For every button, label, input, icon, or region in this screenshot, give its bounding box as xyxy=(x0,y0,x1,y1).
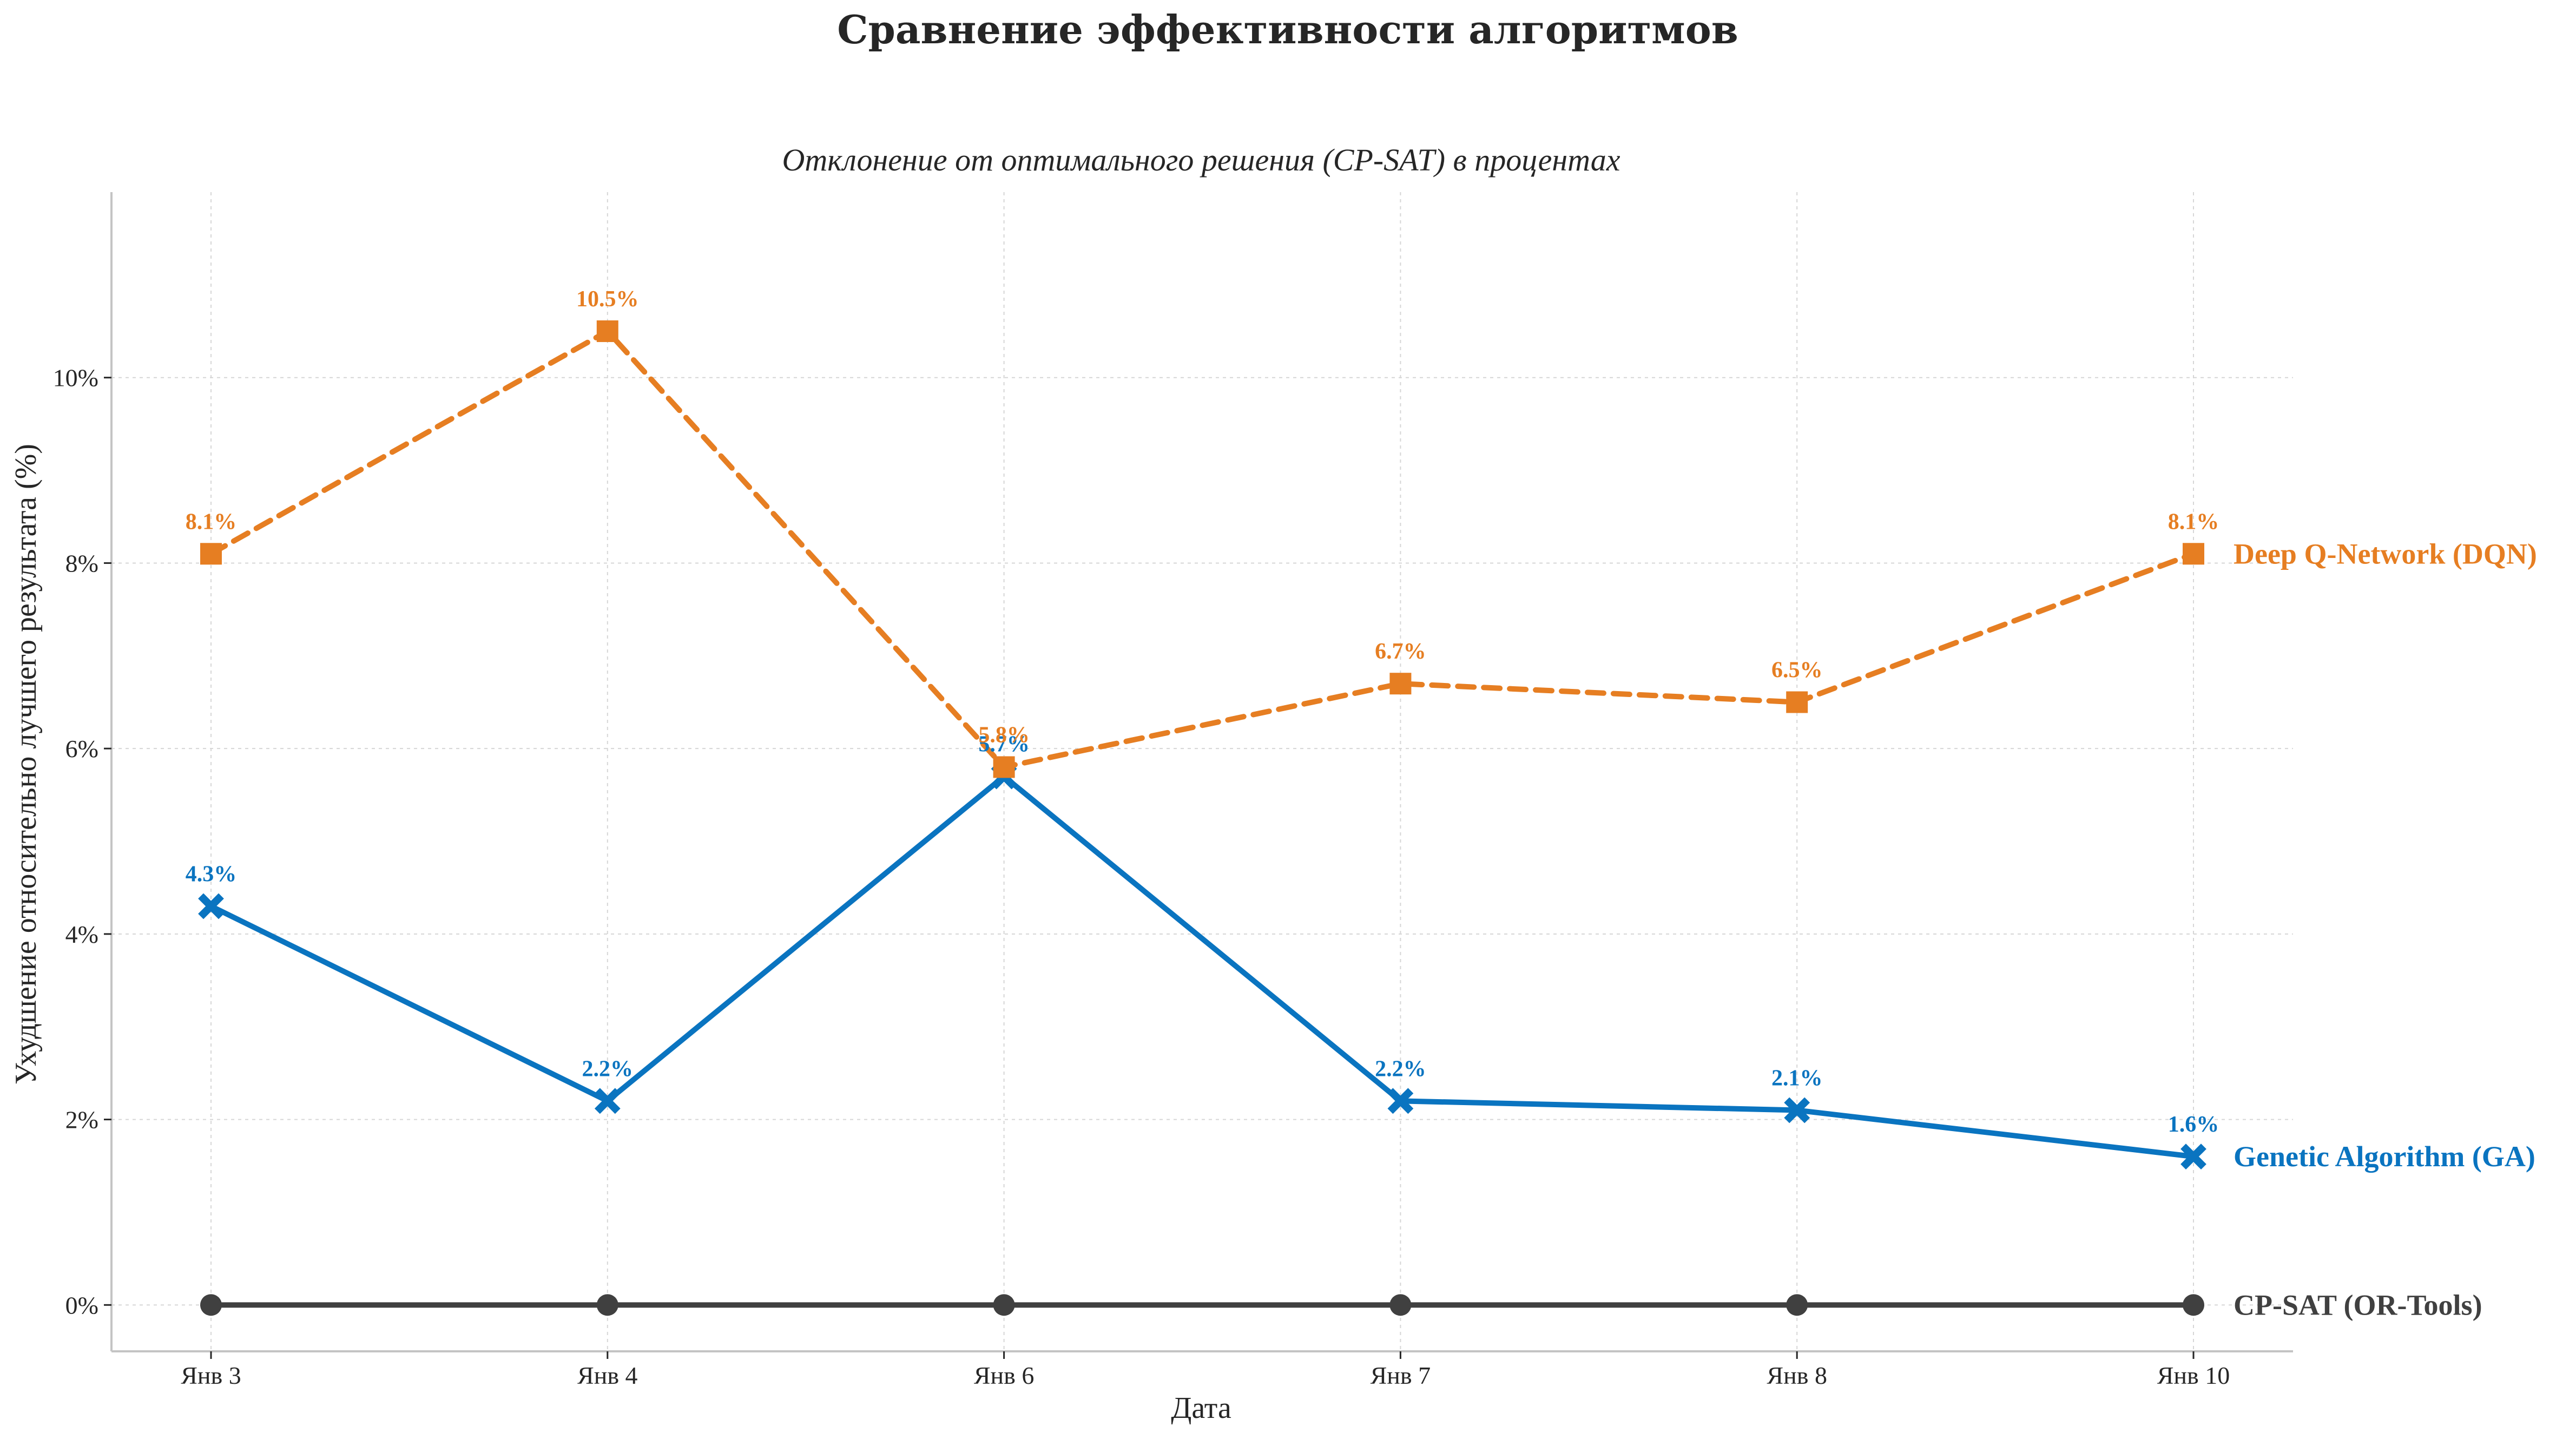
series-1-label-4: 2.1% xyxy=(1771,1066,1823,1090)
data-labels: CP-SAT (OR-Tools) 4.3% 2.2% 5.7% 2.2% 2.1% 1.6… xyxy=(186,287,2537,1321)
series-0-label-5: 8.1% xyxy=(2168,509,2219,534)
series-0-point-5 xyxy=(2183,543,2204,565)
series-0-label-2: 5.8% xyxy=(978,722,1030,747)
x-tick-label-5: Янв 10 xyxy=(2157,1362,2230,1389)
chart-subtitle: Отклонение от оптимального решения (CP-S… xyxy=(782,142,1620,178)
series-1-point-4 xyxy=(1784,1097,1810,1123)
series-1-label-2: 5.7% xyxy=(978,732,1030,757)
series-1-line xyxy=(208,773,2196,1160)
series-1-point-1 xyxy=(594,1088,621,1114)
x-tick-label-3: Янв 7 xyxy=(1371,1362,1431,1389)
series-2-point-5 xyxy=(2183,1294,2204,1316)
series-2-point-4 xyxy=(1786,1294,1808,1316)
series-1-label-1: 2.2% xyxy=(582,1056,634,1081)
chart-title: Сравнение эффективности алгоритмов xyxy=(837,6,1738,52)
y-tick-label-0: 0% xyxy=(65,1291,98,1319)
y-tick-label-5: 10% xyxy=(53,364,98,392)
series-2-point-1 xyxy=(596,1294,618,1316)
series-1-point-5 xyxy=(2180,1144,2206,1170)
x-tick-label-1: Янв 4 xyxy=(577,1362,638,1389)
tick-labels: 0% 2% 4% 6% 8% 10% Янв 3 Янв 4 Янв 6 Янв 7 Янв 8 Ян… xyxy=(53,364,2230,1389)
series-1-label-5: 1.6% xyxy=(2168,1112,2219,1137)
series-1-point-3 xyxy=(1387,1088,1414,1114)
grid-lines xyxy=(111,192,2293,1351)
y-tick-label-3: 6% xyxy=(65,735,98,763)
x-tick-label-2: Янв 6 xyxy=(974,1362,1035,1389)
series-2 xyxy=(200,1294,2204,1316)
series-0-label-4: 6.5% xyxy=(1771,658,1823,682)
series-2-point-0 xyxy=(200,1294,222,1316)
series-0-point-0 xyxy=(200,543,222,565)
y-tick-label-4: 8% xyxy=(65,549,98,577)
x-tick-label-4: Янв 8 xyxy=(1767,1362,1827,1389)
series-1 xyxy=(198,763,2206,1170)
y-tick-label-1: 2% xyxy=(65,1106,98,1134)
series-2-point-3 xyxy=(1389,1294,1412,1316)
series-1-label-0: 4.3% xyxy=(186,862,237,886)
x-axis-title: Дата xyxy=(1171,1391,1231,1425)
series-1-label-3: 2.2% xyxy=(1375,1056,1426,1081)
series-0-point-2 xyxy=(993,756,1015,778)
series-0-point-3 xyxy=(1389,673,1412,695)
series-1-point-0 xyxy=(198,893,224,919)
series-0-line xyxy=(208,328,2196,770)
series-1-name: Genetic Algorithm (GA) xyxy=(2234,1140,2535,1173)
series-0-point-4 xyxy=(1786,691,1808,713)
y-axis-title: Ухудшение относительно лучшего результат… xyxy=(9,444,43,1085)
series-0-name: Deep Q-Network (DQN) xyxy=(2234,537,2537,570)
series-0-label-3: 6.7% xyxy=(1375,639,1426,664)
series-0-point-1 xyxy=(596,320,618,343)
axes xyxy=(110,192,2293,1352)
series-2-name: CP-SAT (OR-Tools) xyxy=(2234,1289,2482,1321)
series-0 xyxy=(200,320,2204,778)
series-layer xyxy=(198,320,2206,1316)
series-2-point-2 xyxy=(993,1294,1015,1316)
series-0-label-0: 8.1% xyxy=(186,509,237,534)
series-0-label-1: 10.5% xyxy=(576,287,639,312)
x-tick-label-0: Янв 3 xyxy=(181,1362,241,1389)
y-tick-label-2: 4% xyxy=(65,921,98,948)
